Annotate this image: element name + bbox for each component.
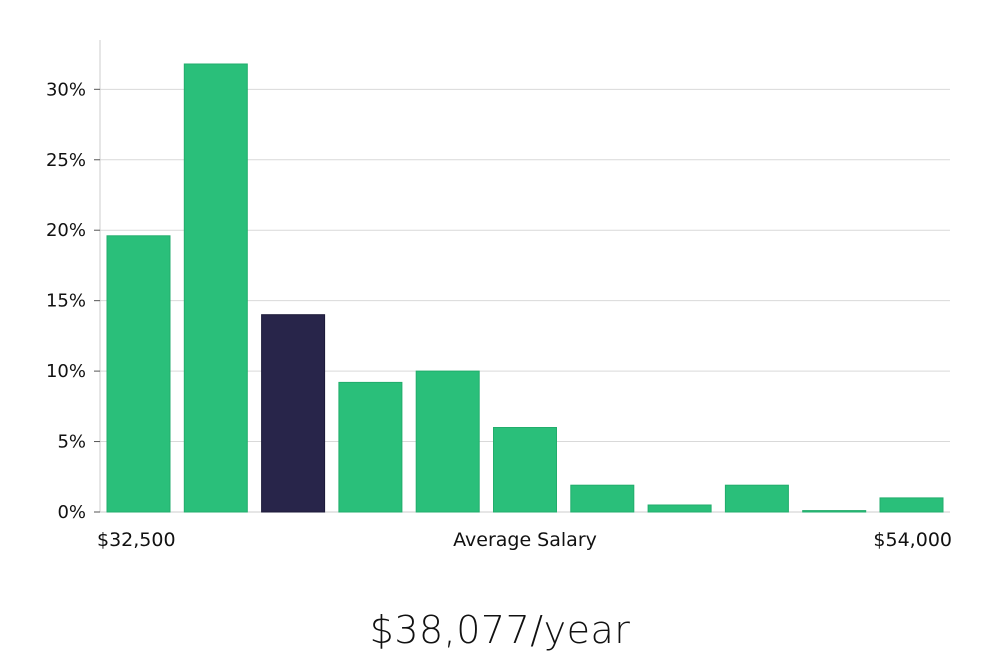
- y-tick-label: 15%: [46, 291, 86, 312]
- y-tick-label: 5%: [57, 432, 86, 453]
- x-max-label: $54,000: [873, 529, 952, 551]
- bar: [724, 484, 789, 513]
- bar: [879, 497, 944, 513]
- bar: [570, 484, 635, 513]
- bars: [106, 63, 944, 513]
- average-salary-value: $38,077/year: [369, 608, 631, 652]
- bar: [415, 370, 480, 513]
- x-min-label: $32,500: [97, 529, 176, 551]
- x-axis-title: Average Salary: [453, 529, 597, 551]
- bar: [183, 63, 248, 513]
- bar: [338, 381, 403, 513]
- y-tick-label: 10%: [46, 361, 86, 382]
- bar: [802, 510, 867, 513]
- y-tick-label: 0%: [57, 502, 86, 523]
- y-tick-label: 30%: [46, 79, 86, 100]
- y-tick-label: 25%: [46, 150, 86, 171]
- y-tick-labels: 0% 5% 10% 15% 20% 25% 30%: [46, 79, 100, 523]
- bar-highlighted: [261, 314, 326, 513]
- bar: [647, 504, 712, 513]
- bar: [493, 427, 557, 513]
- bar: [106, 235, 171, 513]
- y-tick-label: 20%: [46, 220, 86, 241]
